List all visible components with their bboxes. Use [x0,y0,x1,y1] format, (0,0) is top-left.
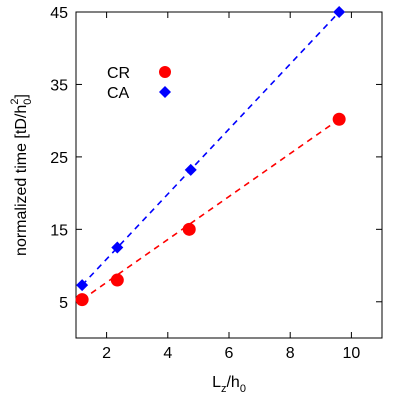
legend-marker-cr [159,66,171,78]
x-tick-label: 6 [225,345,234,362]
data-point-cr [182,222,196,236]
data-point-cr [110,273,124,287]
data-point-ca [184,163,197,176]
data-point-cr [75,293,89,307]
y-tick-label: 35 [50,77,68,94]
x-label-sub2: 0 [240,383,246,395]
y-tick-label: 25 [50,150,68,167]
fit-line-ca [81,11,340,286]
fit-line-cr [81,118,340,301]
plot-frame [75,11,383,339]
legend: CR CA [107,65,171,102]
x-tick-label: 10 [343,345,361,362]
x-label-base: L [212,374,221,391]
data-point-ca [111,241,124,254]
x-tick-label: 8 [286,345,295,362]
axis-ticks: 2 4 6 8 10 5 15 25 35 45 [50,5,382,362]
data-point-ca [333,6,346,18]
data-point-cr [332,112,346,126]
data-point-ca [76,279,89,292]
x-tick-label: 2 [102,345,111,362]
y-tick-label: 5 [59,295,68,312]
y-label-sup: 2 [9,99,21,105]
legend-label-ca: CA [107,85,130,102]
x-axis-label: Lz/h0 [212,374,246,395]
data-markers [75,6,346,307]
x-label-sub1: z [221,383,227,395]
y-tick-label: 15 [50,222,68,239]
legend-label-cr: CR [107,65,130,82]
y-tick-label: 45 [50,5,68,22]
y-axis-label: normalized time [tD/h02] [9,94,34,256]
y-label-sub: 0 [22,99,34,105]
y-label-post: ] [13,94,30,98]
x-label-slash: /h [226,374,239,391]
legend-marker-ca [159,86,171,98]
x-tick-label: 4 [163,345,172,362]
fit-lines [81,11,340,301]
y-label-pre: normalized time [tD/h [13,105,30,256]
